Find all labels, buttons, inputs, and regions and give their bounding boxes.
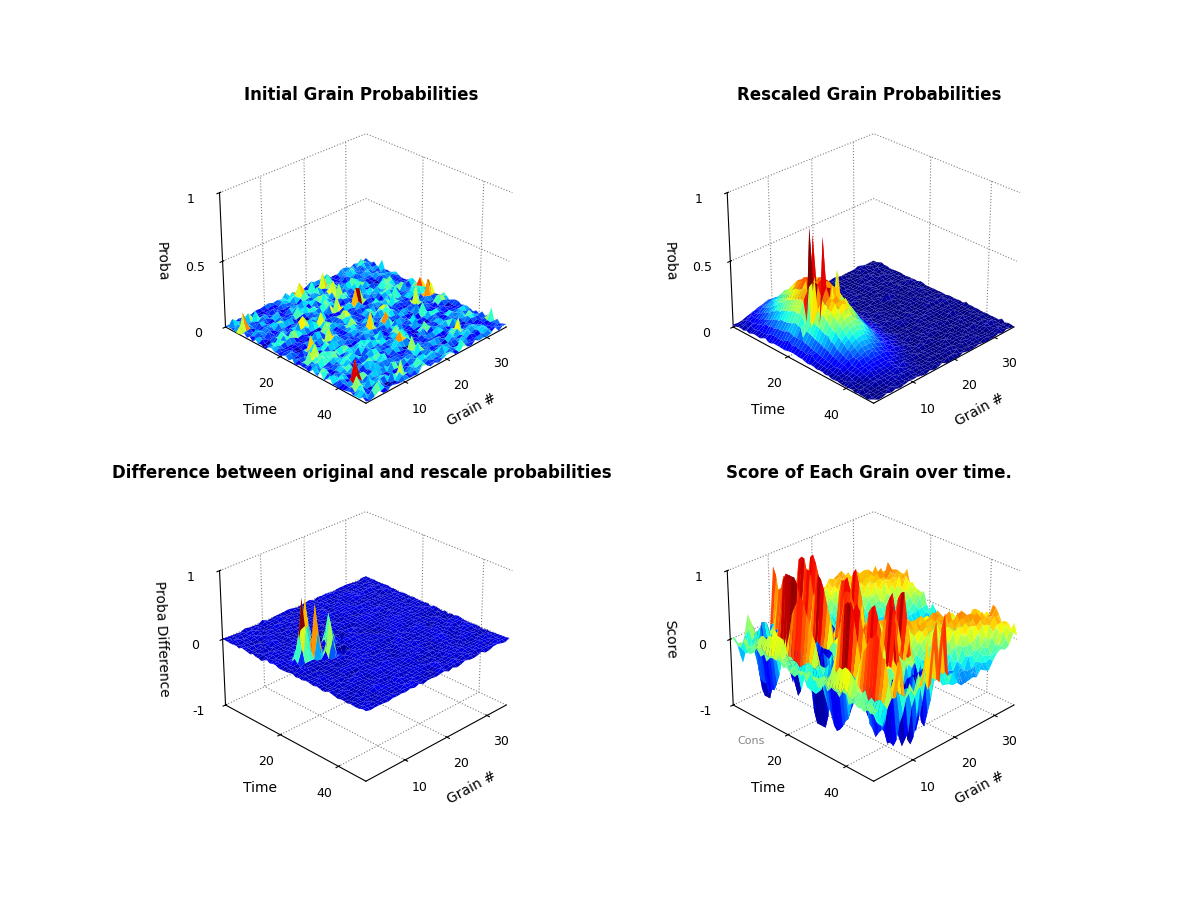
Title: Initial Grain Probabilities: Initial Grain Probabilities: [245, 86, 479, 104]
Text: Cons: Cons: [737, 736, 764, 746]
X-axis label: Grain #: Grain #: [952, 769, 1006, 806]
X-axis label: Grain #: Grain #: [444, 769, 498, 806]
Title: Score of Each Grain over time.: Score of Each Grain over time.: [727, 464, 1012, 482]
X-axis label: Grain #: Grain #: [952, 391, 1006, 428]
Y-axis label: Time: Time: [244, 403, 277, 417]
Y-axis label: Time: Time: [751, 781, 785, 795]
Title: Difference between original and rescale probabilities: Difference between original and rescale …: [112, 464, 611, 482]
Y-axis label: Time: Time: [751, 403, 785, 417]
Y-axis label: Time: Time: [244, 781, 277, 795]
X-axis label: Grain #: Grain #: [444, 391, 498, 428]
Title: Rescaled Grain Probabilities: Rescaled Grain Probabilities: [737, 86, 1002, 104]
